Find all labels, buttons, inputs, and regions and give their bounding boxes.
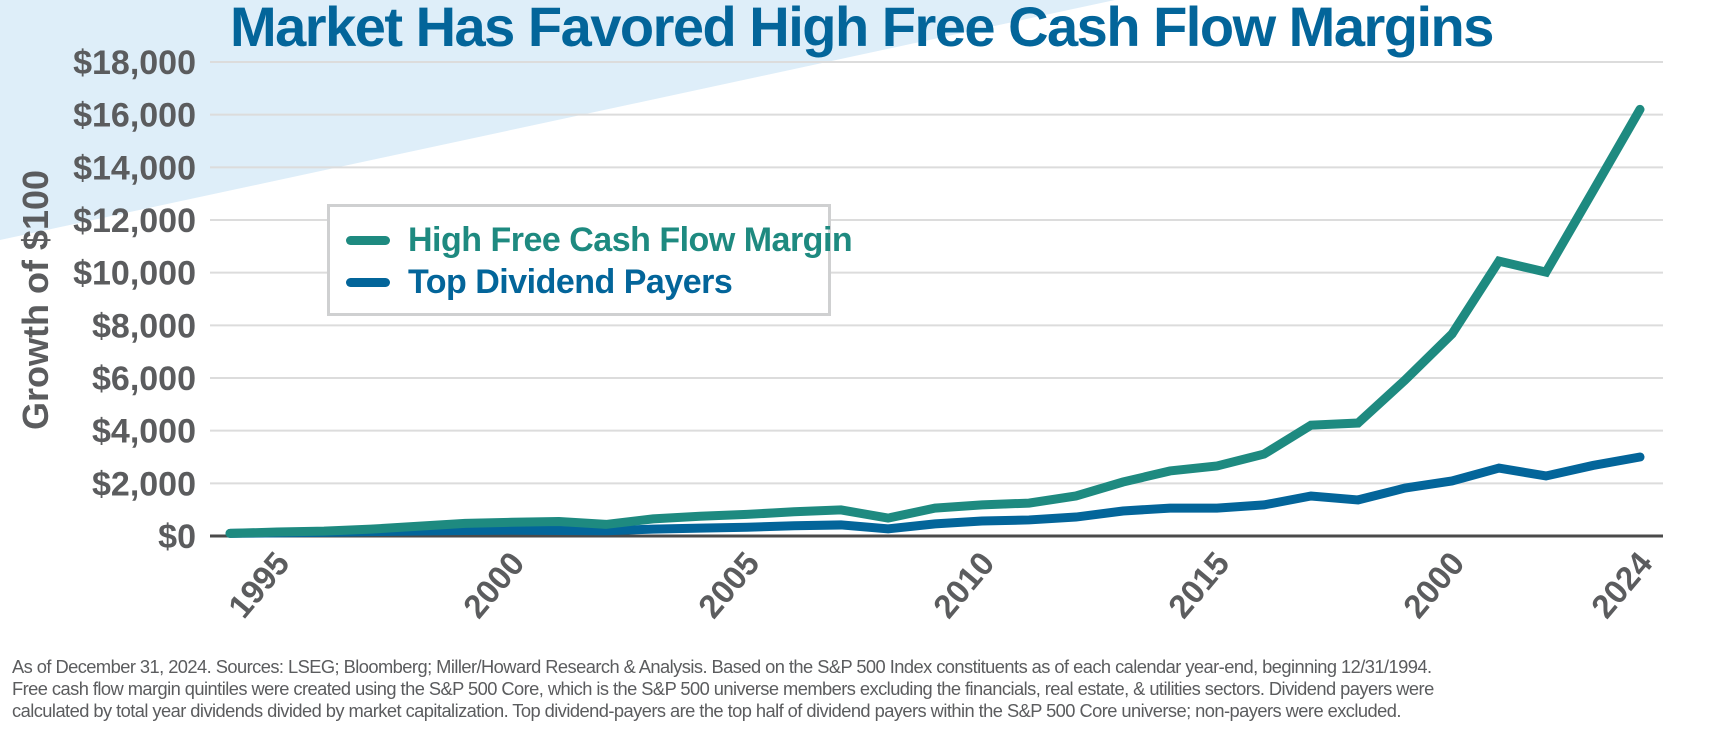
background-accent-triangle [0, 0, 1115, 240]
legend-item-high-fcf-margin: High Free Cash Flow Margin [346, 221, 853, 260]
y-axis-ticks: $0 $2,000 $4,000 $6,000 $8,000 $10,000 $12,000… [73, 44, 196, 556]
y-axis-label: Growth of $100 [15, 170, 56, 430]
series-line-high-fcf-margin [225, 104, 1645, 538]
x-tick-label: 2024 [1584, 544, 1660, 625]
footnote-line: Free cash flow margin quintiles were cre… [12, 678, 1434, 699]
y-tick-label: $2,000 [92, 465, 196, 503]
legend: High Free Cash Flow Margin Top Dividend … [327, 204, 853, 316]
y-tick-label: $8,000 [92, 307, 196, 345]
y-tick-label: $14,000 [73, 149, 196, 187]
y-tick-label: $4,000 [92, 413, 196, 451]
legend-label: High Free Cash Flow Margin [408, 221, 853, 259]
x-tick-label: 2010 [926, 545, 1002, 625]
y-tick-label: $12,000 [73, 202, 196, 240]
footnote-line: As of December 31, 2024. Sources: LSEG; … [12, 656, 1432, 677]
y-tick-label: $6,000 [92, 360, 196, 398]
footnote-line: calculated by total year dividends divid… [12, 700, 1401, 721]
y-tick-label: $16,000 [73, 97, 196, 135]
x-tick-label: 2000 [456, 545, 532, 625]
y-tick-label: $0 [158, 518, 196, 556]
footnote: As of December 31, 2024. Sources: LSEG; … [12, 656, 1712, 722]
series-lines [225, 104, 1645, 538]
x-axis-ticks: 1995 2000 2005 2010 2015 2000 2024 [221, 544, 1660, 625]
y-tick-label: $10,000 [73, 255, 196, 293]
series-line-top-dividend-payers [225, 452, 1645, 538]
y-tick-label: $18,000 [73, 44, 196, 82]
x-tick-label: 2015 [1161, 545, 1237, 625]
x-tick-label: 1995 [221, 545, 297, 625]
chart-title: Market Has Favored High Free Cash Flow M… [230, 0, 1494, 58]
x-tick-label: 2005 [691, 545, 767, 625]
legend-item-top-dividend-payers: Top Dividend Payers [346, 263, 733, 302]
x-tick-label: 2000 [1396, 545, 1472, 625]
legend-label: Top Dividend Payers [408, 263, 733, 301]
legend-swatch-blue-line-icon [346, 278, 390, 287]
legend-swatch-teal-line-icon [346, 236, 390, 245]
